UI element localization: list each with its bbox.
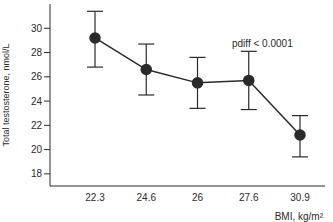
svg-text:22: 22	[31, 120, 43, 131]
svg-text:Total testosterone, nmol/L: Total testosterone, nmol/L	[8, 43, 11, 146]
svg-text:30: 30	[31, 23, 43, 34]
svg-text:BMI, kg/m²: BMI, kg/m²	[275, 211, 324, 222]
svg-text:24.6: 24.6	[137, 192, 157, 203]
svg-text:30.9: 30.9	[290, 192, 310, 203]
svg-text:27.6: 27.6	[239, 192, 259, 203]
svg-text:28: 28	[31, 47, 43, 58]
svg-text:26: 26	[192, 192, 204, 203]
svg-text:22.3: 22.3	[85, 192, 105, 203]
svg-text:20: 20	[31, 144, 43, 155]
svg-text:24: 24	[31, 96, 43, 107]
svg-text:18: 18	[31, 168, 43, 179]
html-text:pdiff < 0.0001: pdiff < 0.0001	[232, 38, 293, 49]
svg-text:26: 26	[31, 71, 43, 82]
